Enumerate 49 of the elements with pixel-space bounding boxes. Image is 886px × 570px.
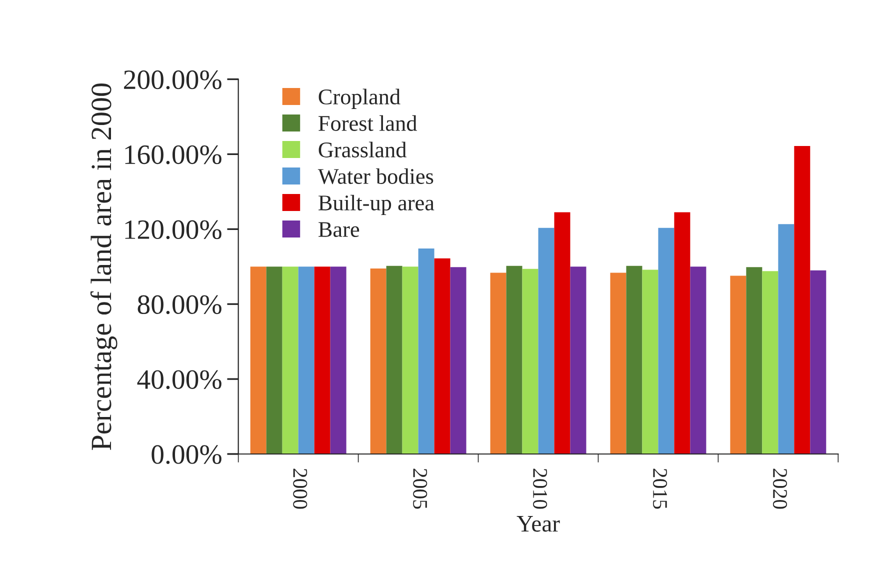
bar	[762, 271, 778, 454]
bar	[626, 266, 642, 454]
bar	[490, 272, 506, 454]
y-tick-label: 0.00%	[152, 445, 222, 464]
bar	[314, 266, 330, 454]
bar	[778, 224, 794, 454]
bar	[730, 276, 746, 454]
bar	[570, 266, 586, 454]
bar	[554, 212, 570, 454]
bar	[402, 266, 418, 454]
y-tick-label: 120.00%	[125, 220, 222, 240]
legend-label: Cropland	[318, 88, 400, 109]
legend-label: Water bodies	[318, 168, 434, 184]
bar	[674, 212, 690, 454]
y-tick-label: 40.00%	[137, 370, 222, 390]
bar	[538, 228, 554, 454]
legend-label: Bare	[318, 222, 360, 237]
x-tick-label: 2020	[772, 468, 788, 509]
bar	[642, 270, 658, 454]
x-tick-label: 2010	[533, 468, 548, 509]
x-tick-label: 2005	[413, 468, 428, 509]
bar	[418, 248, 434, 454]
bar	[610, 272, 626, 454]
bar	[434, 258, 450, 454]
x-tick-label: 2000	[293, 468, 308, 509]
bar	[298, 266, 314, 454]
bar	[658, 228, 674, 454]
bar	[794, 146, 810, 454]
legend-label: Built-up area	[318, 194, 434, 215]
y-axis-title: Percentage of land area in 2000	[90, 84, 118, 450]
bar	[450, 267, 466, 454]
legend-label: Forest land	[318, 115, 417, 131]
bar	[330, 266, 346, 454]
bar	[690, 266, 706, 454]
y-tick-label: 80.00%	[138, 295, 222, 314]
bar	[746, 267, 762, 454]
bar	[250, 266, 266, 454]
bar	[386, 266, 402, 454]
x-tick-label: 2015	[652, 468, 668, 509]
bar	[266, 266, 282, 454]
x-axis-title: Year	[516, 516, 560, 532]
bar	[282, 266, 298, 454]
bar	[522, 268, 538, 454]
y-tick-label: 160.00%	[125, 145, 222, 164]
bar	[810, 270, 826, 454]
bar	[506, 266, 522, 454]
bar	[370, 268, 386, 454]
y-tick-label: 200.00%	[124, 70, 222, 90]
legend-label: Grassland	[318, 142, 406, 158]
